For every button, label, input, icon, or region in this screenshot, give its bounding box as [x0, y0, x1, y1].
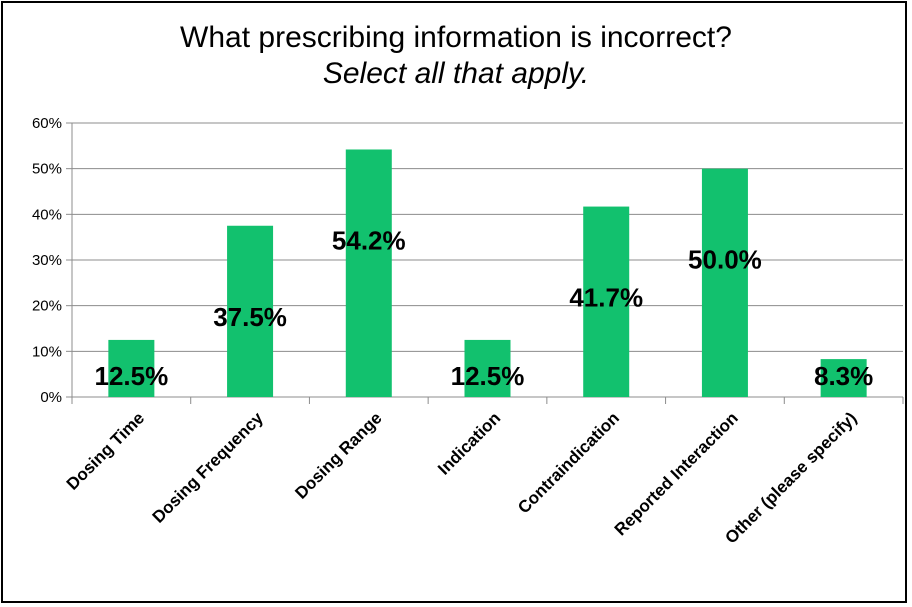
data-label: 37.5% — [213, 302, 287, 332]
y-tick-label: 30% — [32, 252, 62, 269]
data-label: 12.5% — [94, 361, 168, 391]
category-label: Indication — [434, 408, 504, 478]
y-tick-label: 10% — [32, 343, 62, 360]
bar — [583, 206, 630, 397]
bar — [464, 339, 511, 397]
y-tick-label: 50% — [32, 161, 62, 178]
category-label: Dosing Range — [291, 408, 385, 502]
bar — [108, 339, 155, 397]
data-label: 54.2% — [332, 225, 406, 255]
category-label: Reported Interaction — [611, 408, 742, 539]
bar — [345, 149, 392, 397]
chart-title-block: What prescribing information is incorrec… — [0, 20, 912, 92]
y-tick-label: 40% — [32, 206, 62, 223]
bar — [701, 168, 748, 397]
data-label: 41.7% — [569, 283, 643, 313]
category-label: Contraindication — [514, 408, 623, 517]
category-label: Other (please specify) — [721, 408, 860, 547]
data-label: 50.0% — [688, 245, 762, 275]
bar — [227, 225, 274, 397]
chart-subtitle: Select all that apply. — [322, 57, 590, 90]
data-label: 8.3% — [814, 361, 873, 391]
y-tick-label: 20% — [32, 298, 62, 315]
y-tick-label: 0% — [40, 389, 62, 406]
bar — [820, 359, 867, 397]
chart-title: What prescribing information is incorrec… — [180, 21, 732, 54]
category-label: Dosing Time — [63, 408, 148, 493]
category-label: Dosing Frequency — [149, 408, 268, 527]
y-tick-label: 60% — [32, 115, 62, 132]
data-label: 12.5% — [451, 361, 525, 391]
